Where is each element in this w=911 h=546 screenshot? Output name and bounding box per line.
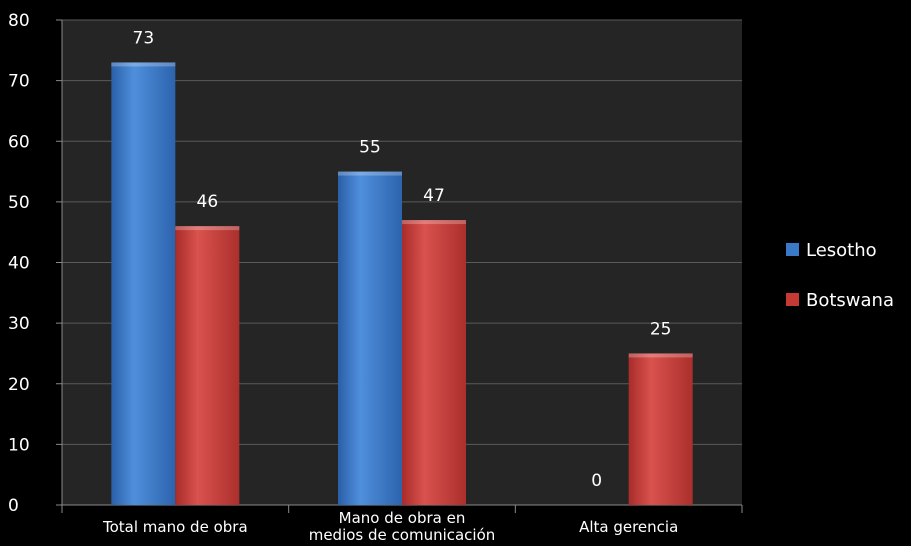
data-labels: 73 55 0 46 47 25 bbox=[133, 28, 672, 491]
y-tick-label: 30 bbox=[8, 314, 30, 334]
y-tick-label: 40 bbox=[8, 254, 30, 274]
x-category-label: Alta gerencia bbox=[579, 518, 678, 536]
bar-botswana bbox=[402, 220, 466, 505]
legend: Lesotho Botswana bbox=[786, 240, 894, 311]
y-tick-label: 10 bbox=[8, 435, 30, 455]
legend-label: Botswana bbox=[806, 290, 894, 311]
legend-swatch-lesotho bbox=[786, 243, 799, 256]
data-label: 73 bbox=[133, 28, 155, 48]
data-label: 25 bbox=[650, 319, 672, 339]
bar-lesotho bbox=[338, 171, 402, 505]
x-category-label: Mano de obra en bbox=[339, 509, 466, 527]
bar-highlight bbox=[338, 171, 402, 176]
data-label: 0 bbox=[591, 471, 602, 491]
data-label: 47 bbox=[423, 186, 445, 206]
bar-highlight bbox=[628, 353, 693, 358]
y-tick-label: 70 bbox=[8, 72, 30, 92]
bar-highlight bbox=[111, 62, 176, 67]
axes: 0 10 20 30 40 50 60 70 80 Total mano de obra Mano … bbox=[8, 11, 743, 544]
bar-highlight bbox=[175, 226, 240, 231]
bars bbox=[111, 62, 693, 505]
bar-lesotho bbox=[111, 62, 176, 505]
bar-highlight bbox=[402, 220, 466, 225]
data-label: 55 bbox=[359, 138, 381, 158]
legend-swatch-botswana bbox=[786, 293, 799, 306]
y-tick-label: 0 bbox=[8, 496, 19, 516]
x-category-label: Total mano de obra bbox=[102, 518, 248, 536]
y-tick-label: 20 bbox=[8, 375, 30, 395]
bar-botswana bbox=[628, 353, 693, 505]
x-category-label: medios de comunicación bbox=[309, 526, 496, 544]
y-tick-label: 80 bbox=[8, 11, 30, 31]
data-label: 46 bbox=[197, 192, 219, 212]
legend-label: Lesotho bbox=[806, 240, 877, 261]
y-tick-label: 50 bbox=[8, 193, 30, 213]
bar-botswana bbox=[175, 226, 240, 505]
y-tick-label: 60 bbox=[8, 132, 30, 152]
